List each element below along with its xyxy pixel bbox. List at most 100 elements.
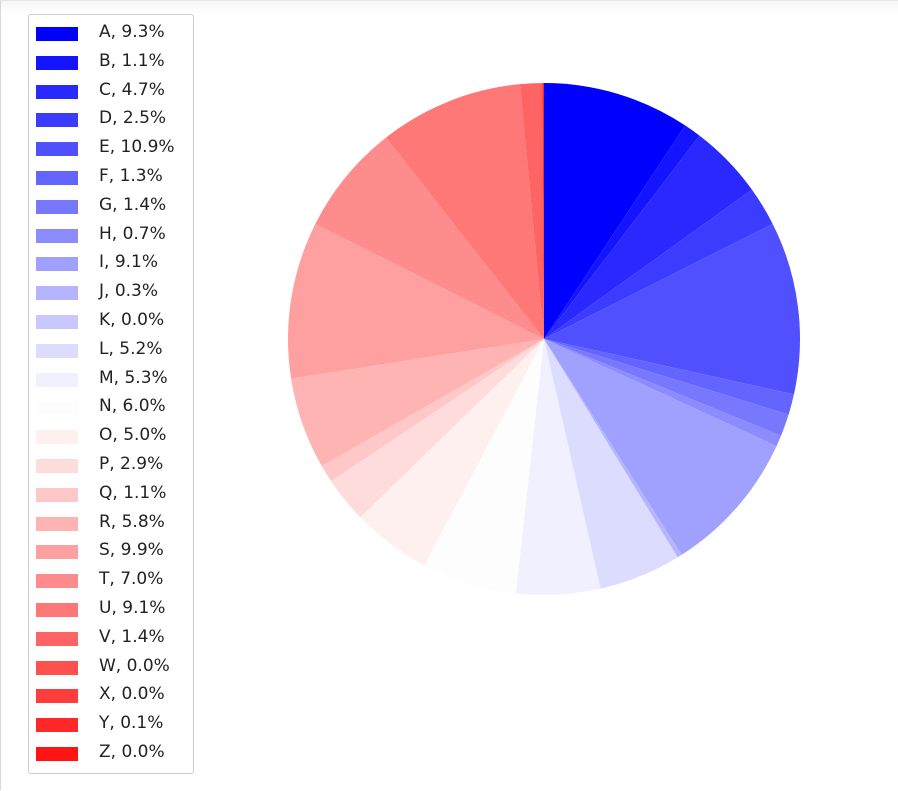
legend-item: H, 0.7% (36, 223, 192, 245)
legend-swatch (36, 574, 78, 589)
legend-label: N, 6.0% (99, 396, 166, 417)
pie-slice-h (544, 339, 782, 447)
legend-item: B, 1.1% (36, 50, 192, 72)
legend-swatch (36, 199, 78, 214)
legend-label: P, 2.9% (99, 454, 164, 474)
pie-slice-c (544, 135, 752, 339)
legend-swatch (36, 142, 78, 157)
legend-item: D, 2.5% (36, 107, 192, 129)
legend-swatch (36, 747, 78, 761)
legend-swatch (36, 315, 78, 329)
legend-label: C, 4.7% (99, 79, 165, 100)
legend-item: K, 0.0% (36, 309, 192, 331)
legend-swatch (36, 459, 78, 473)
legend-swatch (36, 603, 78, 617)
legend-item: R, 5.8% (36, 511, 192, 533)
legend-swatch (36, 430, 78, 445)
legend-label: W, 0.0% (99, 655, 170, 676)
legend-swatch (36, 545, 78, 560)
legend-label: X, 0.0% (99, 684, 165, 705)
pie-slice-e (544, 223, 800, 395)
legend-item: A, 9.3% (36, 21, 192, 43)
legend-item: L, 5.2% (36, 338, 192, 360)
pie-slice-a (544, 83, 686, 339)
legend-label: Y, 0.1% (99, 713, 164, 734)
legend-item: P, 2.9% (36, 453, 192, 475)
legend-label: K, 0.0% (99, 310, 165, 330)
legend-label: E, 10.9% (99, 137, 175, 158)
legend-label: A, 9.3% (99, 22, 165, 42)
legend-swatch (36, 257, 78, 272)
legend-swatch (36, 113, 78, 128)
legend-swatch (36, 516, 78, 531)
legend-swatch (36, 689, 78, 704)
pie-slice-o (360, 339, 544, 566)
legend-label: B, 1.1% (99, 50, 165, 71)
legend-label: H, 0.7% (99, 223, 166, 244)
pie-slice-u (385, 84, 544, 339)
legend-item: G, 1.4% (36, 194, 192, 216)
legend-item: Q, 1.1% (36, 482, 192, 504)
legend-swatch (36, 84, 78, 99)
legend-swatch (36, 372, 78, 387)
legend-item: N, 6.0% (36, 395, 192, 417)
legend-swatch (36, 343, 78, 358)
pie-slice-p (331, 339, 544, 518)
legend-label: U, 9.1% (99, 598, 166, 618)
legend-item: F, 1.3% (36, 165, 192, 187)
legend-label: Q, 1.1% (99, 482, 167, 503)
legend-label: Z, 0.0% (99, 742, 165, 762)
legend-label: L, 5.2% (99, 338, 163, 359)
legend-item: J, 0.3% (36, 280, 192, 302)
pie-slice-f (544, 339, 794, 415)
pie-slice-v (519, 83, 544, 339)
legend-swatch (36, 660, 78, 675)
legend-swatch (36, 631, 78, 646)
pie-slice-q (321, 339, 544, 482)
legend-item: Y, 0.1% (36, 712, 192, 734)
legend-label: V, 1.4% (99, 626, 165, 647)
legend-swatch (36, 228, 78, 243)
legend-item: S, 9.9% (36, 539, 192, 561)
pie-slice-n (424, 339, 544, 594)
legend-label: I, 9.1% (99, 252, 159, 273)
legend-label: J, 0.3% (99, 281, 159, 302)
legend-label: T, 7.0% (99, 569, 164, 590)
legend-swatch (36, 27, 78, 41)
legend-label: F, 1.3% (99, 166, 163, 186)
legend-label: S, 9.9% (99, 540, 164, 561)
legend-label: G, 1.4% (99, 194, 167, 215)
legend-item: X, 0.0% (36, 683, 192, 705)
pie-slice-j (544, 339, 682, 558)
legend-swatch (36, 487, 78, 502)
legend-label: D, 2.5% (99, 108, 167, 129)
pie-slice-b (544, 125, 700, 339)
legend-label: R, 5.8% (99, 511, 165, 532)
pie-slice-r (291, 339, 544, 467)
legend-swatch (36, 718, 78, 733)
legend-item: I, 9.1% (36, 251, 192, 273)
legend: A, 9.3% B, 1.1% C, 4.7% D, 2.5% E, 10.9% F, 1… (28, 14, 194, 774)
legend-item: E, 10.9% (36, 136, 192, 158)
legend-label: O, 5.0% (99, 425, 167, 446)
pie-slice-d (544, 189, 773, 339)
legend-label: M, 5.3% (99, 367, 168, 388)
pie-slice-g (544, 339, 789, 436)
legend-swatch (36, 55, 78, 70)
legend-item: U, 9.1% (36, 597, 192, 619)
pie-slice-s (287, 223, 544, 379)
legend-item: W, 0.0% (36, 655, 192, 677)
pie-slice-m (515, 339, 601, 596)
legend-item: T, 7.0% (36, 568, 192, 590)
pie-slice-l (544, 339, 678, 589)
legend-swatch (36, 171, 78, 185)
legend-item: V, 1.4% (36, 626, 192, 648)
legend-swatch (36, 286, 78, 301)
legend-swatch (36, 401, 78, 416)
pie-slice-t (315, 137, 544, 339)
legend-item: Z, 0.0% (36, 741, 192, 763)
pie-slice-i (544, 339, 777, 555)
legend-item: M, 5.3% (36, 367, 192, 389)
